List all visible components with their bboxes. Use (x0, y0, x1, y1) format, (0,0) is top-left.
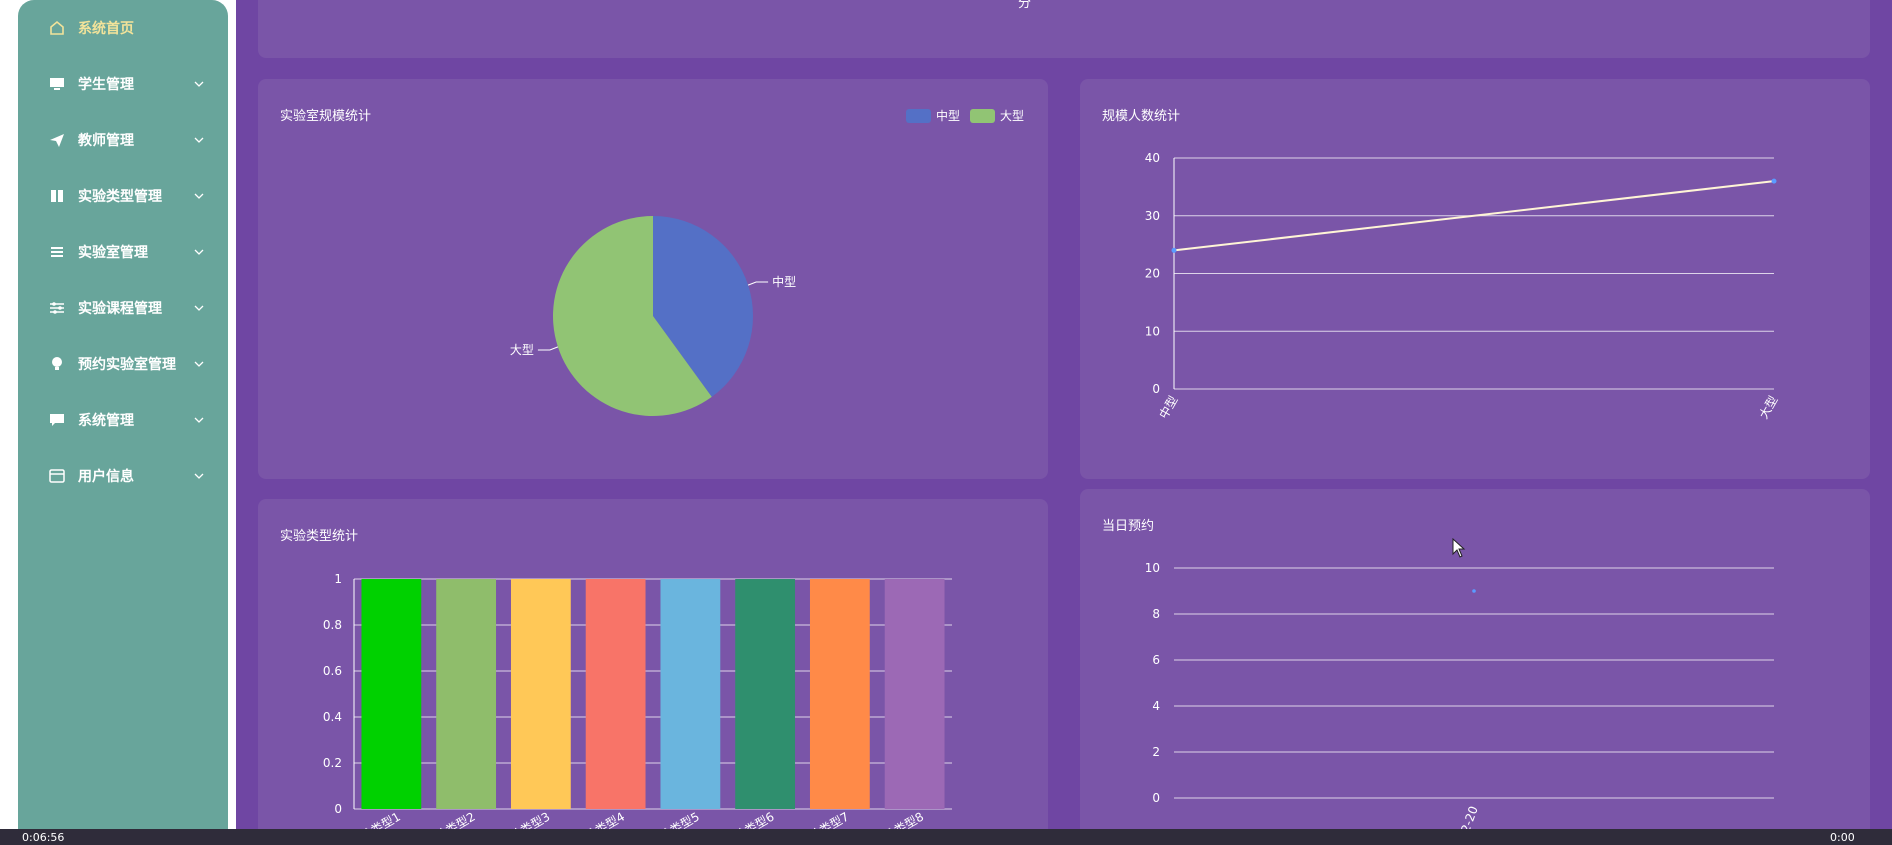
card-icon (48, 467, 66, 485)
chevron-down-icon (193, 302, 205, 314)
y-tick-label: 0.2 (323, 756, 342, 770)
chevron-down-icon (193, 470, 205, 482)
chevron-down-icon (193, 358, 205, 370)
y-tick-label: 10 (1145, 324, 1160, 338)
chevron-down-icon (193, 190, 205, 202)
legend-label: 大型 (1000, 109, 1024, 123)
sidebar: 系统首页 学生管理 教师管理 实验类型管理 实验室管理 实验课程管理 (18, 0, 228, 845)
line-series (1173, 180, 1775, 252)
pie-chart-title: 实验室规模统计 (280, 109, 372, 124)
bar (735, 579, 796, 809)
sidebar-item-user-info[interactable]: 用户信息 (18, 456, 228, 496)
sidebar-item-courses[interactable]: 实验课程管理 (18, 288, 228, 328)
y-tick-label: 1 (334, 572, 342, 586)
legend-label: 中型 (936, 108, 960, 123)
y-tick-label: 0 (334, 802, 342, 816)
line-chart-title: 规模人数统计 (1102, 109, 1181, 124)
sidebar-item-label: 实验类型管理 (78, 189, 162, 205)
y-tick-label: 0.4 (323, 710, 342, 724)
bar-chart-title: 实验类型统计 (280, 529, 359, 544)
lightbulb-icon (48, 355, 66, 373)
taskbar-time-left: 0:06:56 (22, 831, 65, 844)
list-icon (48, 243, 66, 261)
sidebar-item-home[interactable]: 系统首页 (18, 8, 228, 48)
sliders-icon (48, 299, 66, 317)
pie-slice (653, 216, 753, 397)
scatter-point (1472, 589, 1476, 593)
sidebar-item-label: 系统首页 (78, 21, 134, 37)
monitor-icon (48, 75, 66, 93)
sidebar-item-label: 用户信息 (78, 469, 134, 485)
sidebar-item-label: 实验课程管理 (78, 301, 162, 317)
chat-icon (48, 411, 66, 429)
pie-slice-label: 大型 (510, 343, 534, 357)
y-tick-label: 40 (1145, 151, 1160, 165)
top-card-partial-text: 分 (1018, 0, 1032, 11)
y-tick-label: 0.8 (323, 618, 342, 632)
book-icon (48, 187, 66, 205)
y-tick-label: 4 (1152, 699, 1160, 713)
x-tick-label: 大型 (1756, 394, 1780, 422)
bar (660, 579, 721, 809)
chevron-down-icon (193, 246, 205, 258)
y-tick-label: 20 (1145, 267, 1160, 281)
chevron-down-icon (193, 78, 205, 90)
sidebar-item-label: 系统管理 (78, 413, 134, 429)
top-card: 分 (258, 0, 1870, 58)
pie-label-line (537, 346, 559, 351)
sidebar-item-label: 学生管理 (78, 77, 134, 93)
sidebar-item-students[interactable]: 学生管理 (18, 64, 228, 104)
sidebar-item-experiment-types[interactable]: 实验类型管理 (18, 176, 228, 216)
reservation-chart-card: 当日预约 0 2 4 6 8 10 -02-20 (1080, 489, 1870, 845)
bar-chart-card: 实验类型统计 0 0.2 0.4 0.6 0.8 1 实验类型1 实验类型2 实验类型3 实验类型… (258, 499, 1048, 845)
bar (361, 579, 422, 809)
y-tick-label: 0.6 (323, 664, 342, 678)
sidebar-item-labs[interactable]: 实验室管理 (18, 232, 228, 272)
line-chart-card: 规模人数统计 0 10 20 30 40 中型 大型 (1080, 79, 1870, 479)
reservation-chart-title: 当日预约 (1102, 519, 1155, 534)
y-tick-label: 0 (1152, 382, 1160, 396)
paper-plane-icon (48, 131, 66, 149)
y-tick-label: 2 (1152, 745, 1160, 759)
sidebar-item-label: 预约实验室管理 (78, 357, 176, 373)
y-tick-label: 8 (1152, 607, 1160, 621)
chevron-down-icon (193, 134, 205, 146)
legend-swatch (970, 109, 995, 123)
bar (585, 579, 646, 809)
sidebar-item-teachers[interactable]: 教师管理 (18, 120, 228, 160)
chevron-down-icon (193, 414, 205, 426)
mouse-cursor-icon (1452, 538, 1466, 558)
bar (436, 579, 497, 809)
pie-label-line (747, 281, 769, 286)
bar (884, 579, 945, 809)
sidebar-item-reservations[interactable]: 预约实验室管理 (18, 344, 228, 384)
bar (510, 579, 571, 809)
x-tick-label: 中型 (1156, 393, 1181, 421)
taskbar: 0:06:56 0:00 (0, 829, 1892, 845)
pie-slice-label: 中型 (772, 274, 796, 289)
y-tick-label: 10 (1145, 561, 1160, 575)
pie-chart-card: 实验室规模统计 中型 大型 中型 大型 (258, 79, 1048, 479)
y-tick-label: 0 (1152, 791, 1160, 805)
y-tick-label: 6 (1152, 653, 1160, 667)
line-chart: 0 10 20 30 40 中型 大型 (1145, 151, 1781, 422)
y-tick-label: 30 (1145, 209, 1160, 223)
pie-slice (553, 216, 712, 416)
line-point (1771, 178, 1777, 184)
taskbar-time-right: 0:00 (1830, 831, 1855, 844)
home-icon (48, 19, 66, 37)
sidebar-item-system[interactable]: 系统管理 (18, 400, 228, 440)
line-point (1171, 247, 1177, 253)
legend-swatch (906, 109, 931, 123)
sidebar-item-label: 教师管理 (78, 133, 134, 149)
main-content: 分 实验室规模统计 中型 大型 中型 大型 规模人数统计 0 10 20 30 40 中型 大型 … (236, 0, 1892, 845)
sidebar-item-label: 实验室管理 (78, 245, 148, 261)
bar (809, 579, 870, 809)
